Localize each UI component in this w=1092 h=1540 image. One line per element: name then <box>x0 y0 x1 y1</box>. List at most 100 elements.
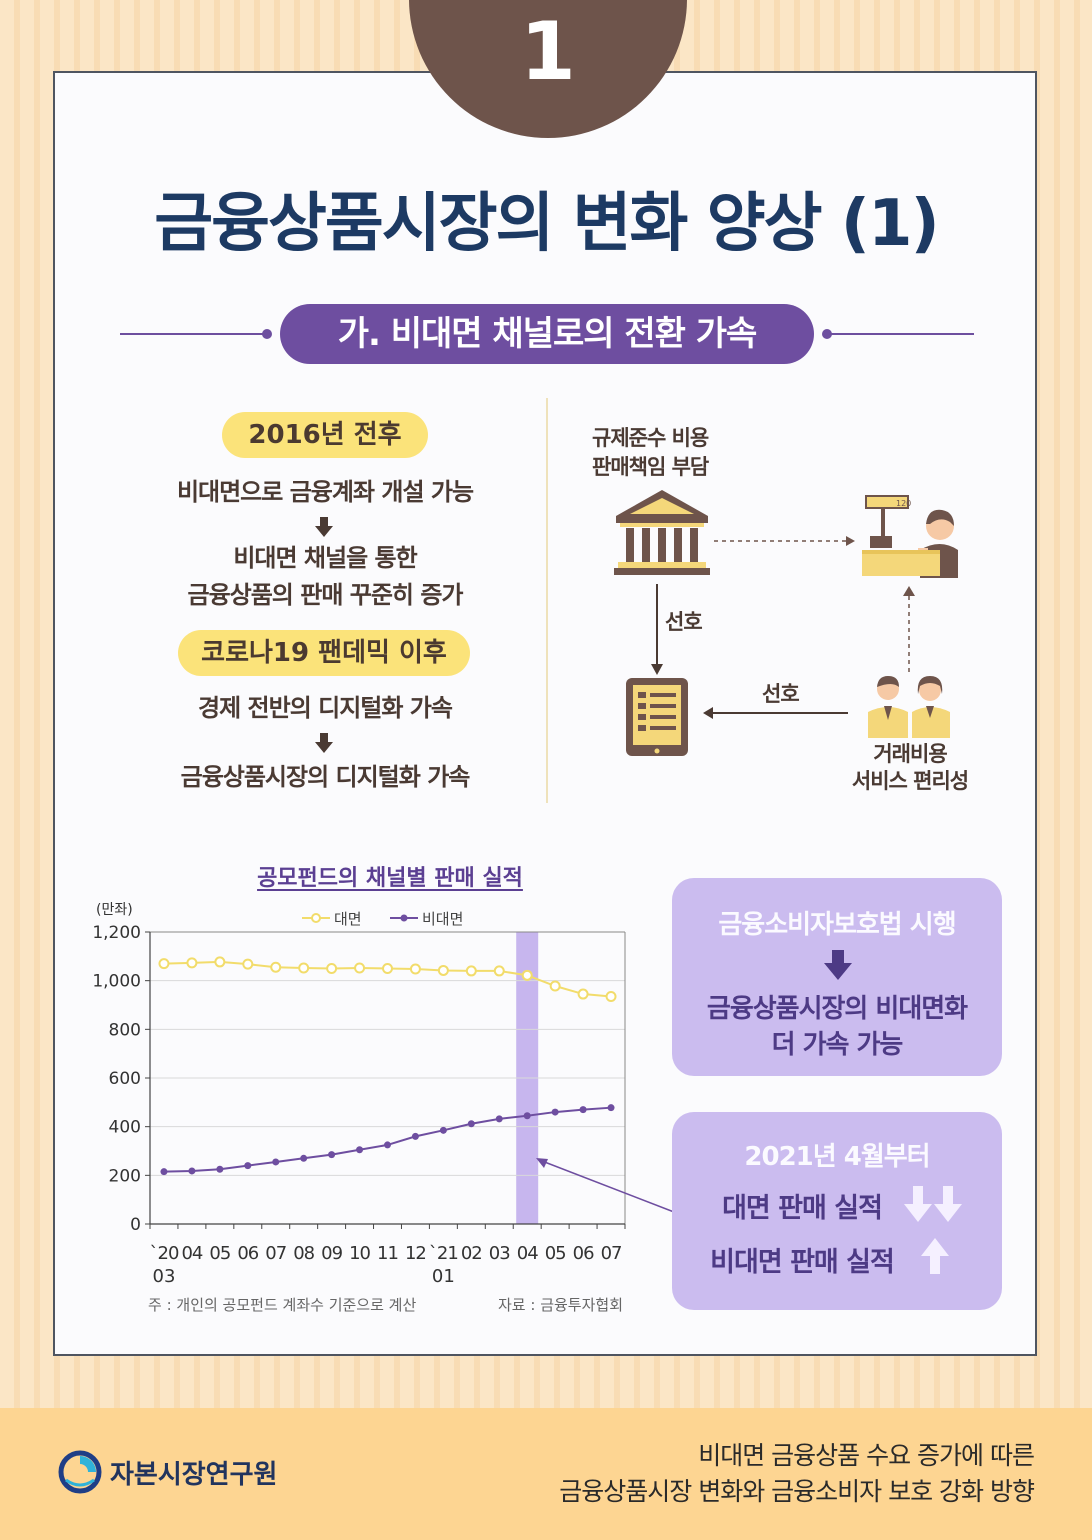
data-point <box>384 1141 391 1149</box>
customers-icon <box>868 676 950 738</box>
text-steady-increase: 금융상품의 판매 꾸준히 증가 <box>187 581 463 609</box>
data-point <box>437 964 449 976</box>
y-tick-label: 200 <box>109 1166 141 1186</box>
data-point <box>579 1106 587 1114</box>
data-point <box>188 1167 196 1175</box>
double-down-arrow-icon <box>904 1186 962 1222</box>
data-point <box>300 1154 308 1162</box>
data-point <box>328 1151 336 1159</box>
x-tick-label: 03 <box>153 1266 176 1287</box>
data-point <box>465 965 477 977</box>
org-name: 자본시장연구원 <box>110 1460 278 1490</box>
data-point <box>298 962 310 974</box>
tablet-icon <box>626 678 688 756</box>
legend-label: 비대면 <box>422 910 463 928</box>
data-point <box>521 969 533 981</box>
legend-marker <box>400 914 408 922</box>
teller-counter-icon: 120 <box>862 495 958 578</box>
chart-source: 자료 : 금융투자협회 <box>498 1296 623 1314</box>
x-tick-label: 09 <box>321 1243 342 1264</box>
x-tick-label: 06 <box>237 1243 258 1264</box>
y-tick-label: 400 <box>109 1118 141 1138</box>
data-point <box>409 963 421 975</box>
box2-face-sales-text: 대면 판매 실적 <box>722 1193 883 1224</box>
label-compliance-cost: 규제준수 비용 <box>592 426 709 450</box>
panel-divider <box>546 398 548 803</box>
data-point <box>272 1158 280 1166</box>
y-axis-label: (만좌) <box>96 902 133 918</box>
dashed-arrow-up <box>903 586 915 674</box>
data-point <box>354 962 366 974</box>
x-tick-label: 07 <box>265 1243 286 1264</box>
legend-label: 대면 <box>334 910 362 928</box>
y-tick-label: 1,200 <box>92 923 141 943</box>
counter-display-text: 120 <box>896 499 911 508</box>
data-point <box>382 963 393 974</box>
sales-trend-box: 2021년 4월부터 대면 판매 실적 비대면 판매 실적 <box>672 1112 1002 1310</box>
x-tick-label: 08 <box>293 1243 314 1264</box>
data-point <box>411 1132 419 1140</box>
badge-2016: 2016년 전후 <box>222 412 428 458</box>
y-tick-label: 600 <box>109 1069 141 1089</box>
bank-icon <box>614 490 710 575</box>
label-sales-liability: 판매책임 부담 <box>592 455 709 479</box>
chart-note: 주 : 개인의 공모펀드 계좌수 기준으로 계산 <box>148 1296 417 1314</box>
x-tick-label: 11 <box>377 1243 398 1264</box>
x-tick-label: `20 <box>150 1243 179 1264</box>
footer-subtitle-1: 비대면 금융상품 수요 증가에 따른 <box>698 1441 1035 1470</box>
data-point <box>523 1112 531 1120</box>
x-tick-label: `21 <box>429 1243 458 1264</box>
data-point <box>467 1120 475 1128</box>
page-title: 금융상품시장의 변화 양상 (1) <box>154 187 940 261</box>
x-tick-label: 06 <box>573 1243 594 1264</box>
section-line-left <box>120 333 268 335</box>
label-transaction-cost: 거래비용 <box>873 742 947 766</box>
x-tick-label: 05 <box>209 1243 230 1264</box>
x-tick-label: 12 <box>405 1243 426 1264</box>
data-point <box>493 965 505 977</box>
legend-marker <box>311 913 321 923</box>
x-tick-label: 05 <box>545 1243 566 1264</box>
data-point <box>160 1168 168 1176</box>
y-tick-label: 800 <box>109 1020 141 1040</box>
section-dot-right <box>822 329 832 339</box>
box2-nonface-sales-text: 비대면 판매 실적 <box>710 1247 895 1278</box>
dashed-arrow-right <box>714 536 855 546</box>
data-point <box>549 980 561 992</box>
data-point <box>607 1104 615 1112</box>
section-label: 가. 비대면 채널로의 전환 가속 <box>280 304 814 364</box>
label-preference-vertical: 선호 <box>665 610 703 634</box>
box1-law-text: 금융소비자보호법 시행 <box>718 910 956 940</box>
data-point <box>605 990 617 1002</box>
data-point <box>244 1162 252 1170</box>
data-point <box>214 956 226 968</box>
consumer-protection-box: 금융소비자보호법 시행 금융상품시장의 비대면화 더 가속 가능 <box>672 878 1002 1076</box>
kcmi-logo-icon <box>58 1450 102 1494</box>
footer-subtitle-2: 금융상품시장 변화와 금융소비자 보호 강화 방향 <box>559 1477 1035 1506</box>
box1-accelerate-text: 더 가속 가능 <box>771 1030 904 1060</box>
x-tick-label: 04 <box>181 1243 202 1264</box>
data-point <box>270 961 282 973</box>
text-market-digitalization: 금융상품시장의 디지털화 가속 <box>180 763 471 791</box>
down-arrow-icon <box>824 950 852 980</box>
down-arrow-icon <box>315 733 333 753</box>
footer-band <box>0 1408 1092 1540</box>
down-arrow-icon <box>315 517 333 537</box>
text-account-opening: 비대면으로 금융계좌 개설 가능 <box>176 478 474 506</box>
badge-covid: 코로나19 팬데믹 이후 <box>178 630 470 676</box>
arrow-down-preference <box>651 584 663 675</box>
data-point <box>158 958 170 970</box>
arrow-left-preference <box>703 707 848 719</box>
box1-nonface-text: 금융상품시장의 비대면화 <box>706 994 968 1024</box>
text-nonface-channel: 비대면 채널을 통한 <box>233 544 417 572</box>
section-line-right <box>828 333 974 335</box>
chart-title: 공모펀드의 채널별 판매 실적 <box>257 866 523 891</box>
label-service-convenience: 서비스 편리성 <box>851 769 969 793</box>
y-tick-label: 1,000 <box>92 972 141 992</box>
y-tick-label: 0 <box>130 1215 141 1235</box>
data-point <box>495 1115 503 1123</box>
x-tick-label: 10 <box>349 1243 370 1264</box>
box2-date-text: 2021년 4월부터 <box>744 1142 930 1172</box>
label-preference-horizontal: 선호 <box>762 682 800 706</box>
